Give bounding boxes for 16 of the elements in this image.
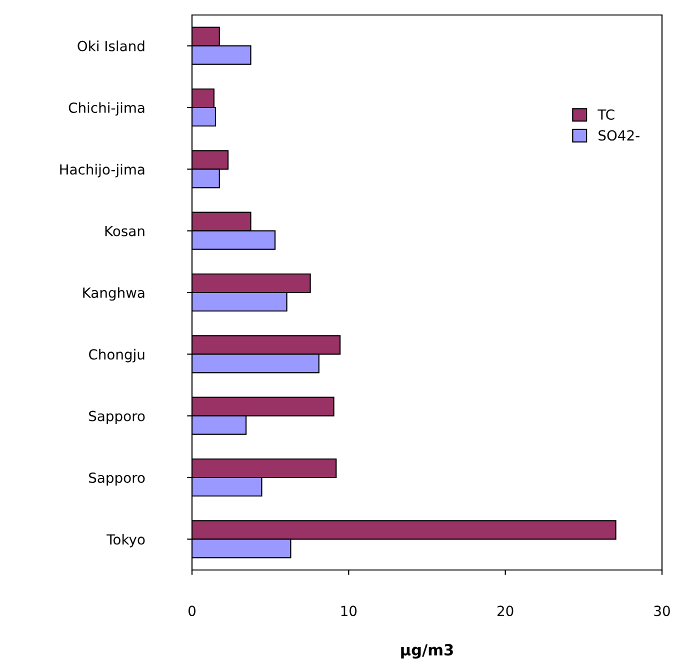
x-tick-label: 30: [654, 606, 670, 616]
y-tick-label: Hachijo-jima: [60, 164, 144, 178]
y-tick-label: Sapporo: [89, 410, 145, 424]
y-tick-label: Kosan: [105, 226, 144, 236]
legend-label: SO42-: [598, 130, 640, 141]
y-tick-label: Oki Island: [78, 40, 144, 52]
y-tick-label: Sapporo: [89, 472, 145, 486]
y-tick-label: Chongju: [88, 348, 144, 362]
x-tick-label: 20: [498, 606, 514, 616]
legend-label: TC: [598, 109, 614, 120]
y-tick-label: Chichi-jima: [68, 102, 144, 116]
x-tick-label: 10: [341, 606, 357, 616]
y-tick-label: Tokyo: [106, 534, 145, 548]
x-axis-title: µg/m3: [401, 644, 453, 659]
x-tick-label: 0: [188, 606, 196, 616]
y-tick-label: Kanghwa: [83, 287, 144, 301]
